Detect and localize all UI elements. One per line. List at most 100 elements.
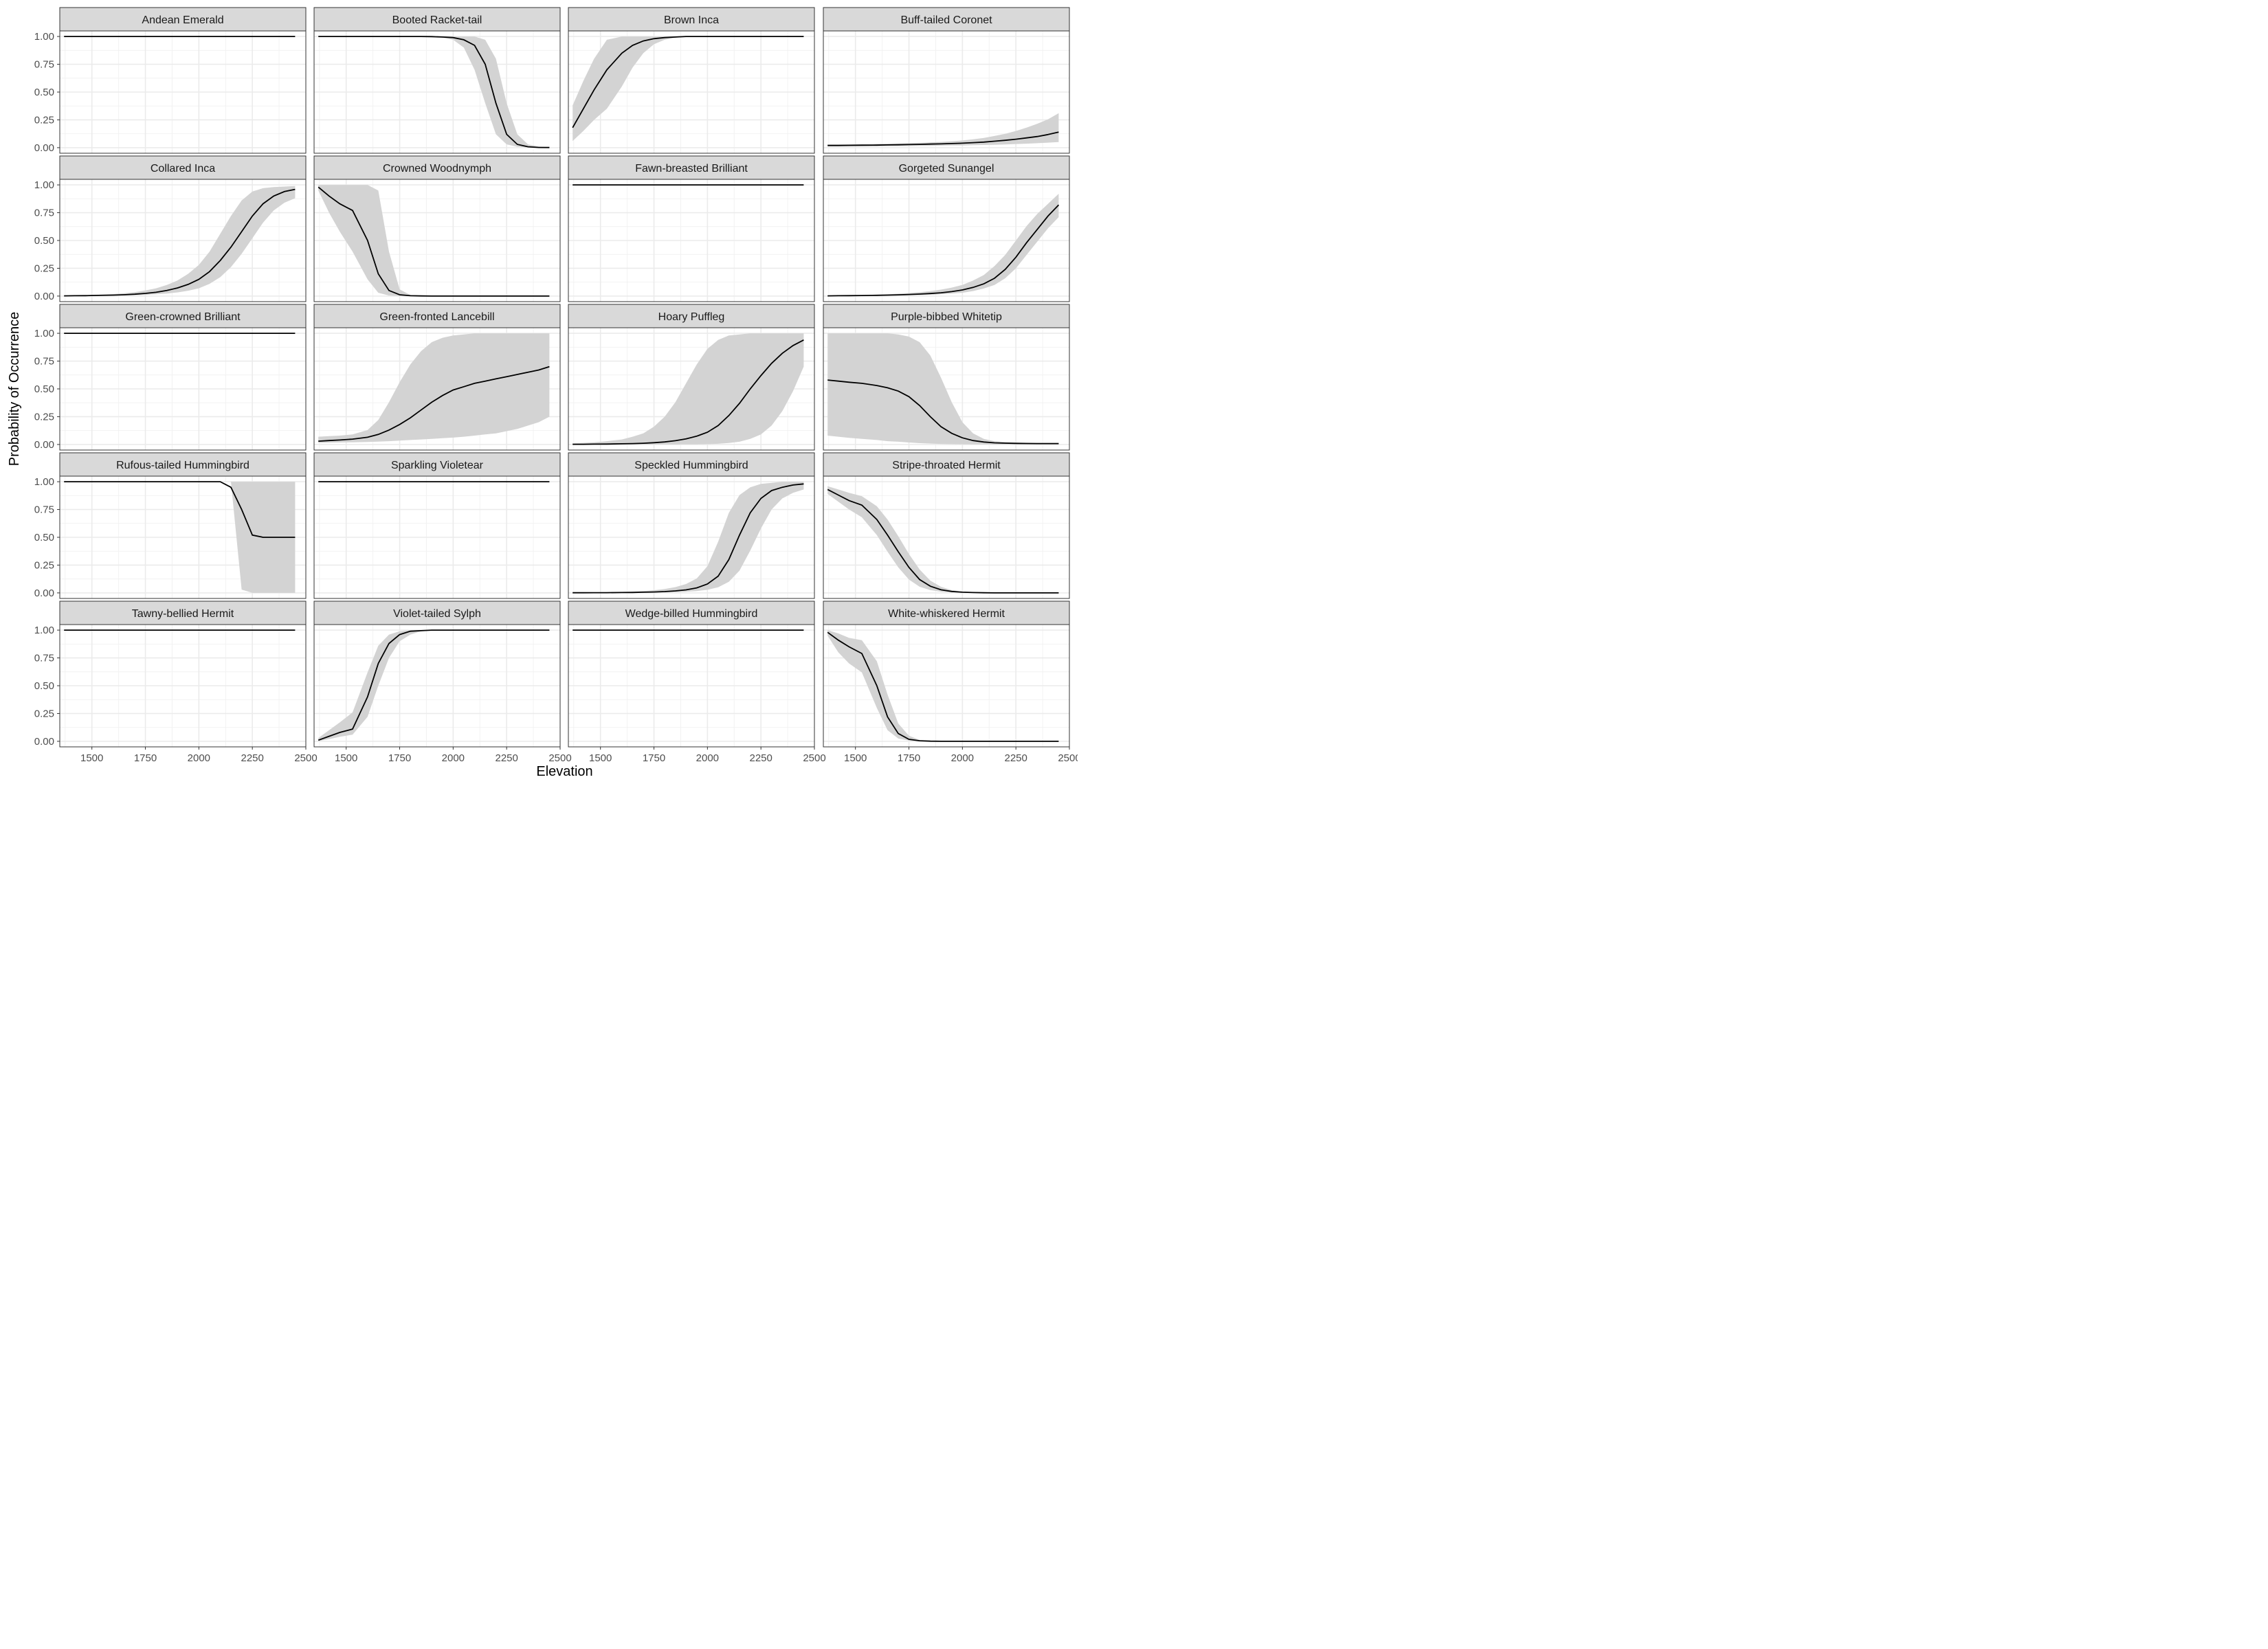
y-tick-label: 0.50 (34, 87, 54, 98)
confidence-ribbon (572, 482, 804, 593)
x-tick-label: 1500 (80, 752, 103, 764)
panel-border (823, 624, 1070, 748)
panel-border (823, 327, 1070, 451)
y-tick-label: 0.75 (34, 59, 54, 71)
facet-strip (823, 304, 1070, 328)
facet-title: Sparkling Violetear (391, 460, 484, 471)
facet-title: Green-crowned Brilliant (125, 311, 241, 323)
facet-strip (59, 7, 307, 32)
facet-title: Wedge-billed Hummingbird (625, 608, 758, 620)
series-line (64, 481, 296, 538)
facet-strip (313, 304, 561, 328)
facet-title: Andean Emerald (142, 14, 223, 26)
confidence-ribbon (318, 36, 550, 148)
confidence-ribbon (827, 194, 1059, 296)
y-tick-label: 0.00 (34, 142, 54, 154)
facet-strip (823, 7, 1070, 32)
panel-border (568, 624, 815, 748)
x-tick-label: 1500 (844, 752, 867, 764)
series-line (827, 379, 1059, 445)
facet-title: White-whiskered Hermit (888, 608, 1005, 620)
facet-title: Speckled Hummingbird (634, 460, 748, 471)
x-tick-label: 1500 (589, 752, 612, 764)
facet-strip (59, 155, 307, 180)
panel-border (568, 30, 815, 154)
panel-border (823, 30, 1070, 154)
x-tick-label: 2500 (294, 752, 317, 764)
facet-title: Tawny-bellied Hermit (132, 608, 234, 620)
facet-title: Buff-tailed Coronet (900, 14, 992, 26)
x-tick-label: 2500 (803, 752, 825, 764)
facet-strip (313, 452, 561, 477)
facet-strip (568, 155, 815, 180)
facet-title: Rufous-tailed Hummingbird (116, 460, 249, 471)
confidence-ribbon (827, 630, 1059, 741)
facet-strip (313, 7, 561, 32)
y-tick-label: 1.00 (34, 179, 54, 191)
y-axis-title: Probability of Occurrence (7, 312, 22, 467)
facet-strip (568, 452, 815, 477)
x-tick-label: 1500 (335, 752, 357, 764)
facet-chart: Andean Emerald 0.00 0.25 0.50 0.75 1.00 Booted… (0, 0, 1078, 785)
x-tick-label: 1750 (643, 752, 665, 764)
series-line (827, 204, 1060, 297)
x-tick-label: 2250 (1004, 752, 1027, 764)
y-tick-label: 0.25 (34, 262, 54, 274)
y-tick-label: 1.00 (34, 31, 54, 43)
panel-border (313, 30, 561, 154)
y-tick-label: 0.25 (34, 114, 54, 126)
confidence-ribbon (318, 630, 550, 741)
facet-title: Purple-bibbed Whitetip (891, 311, 1002, 323)
y-tick-label: 0.00 (34, 587, 54, 599)
facet-title: Crowned Woodnymph (383, 163, 491, 175)
facet-title: Booted Racket-tail (392, 14, 482, 26)
panel-border (568, 179, 815, 302)
x-tick-label: 1750 (134, 752, 157, 764)
y-tick-label: 0.00 (34, 736, 54, 748)
y-tick-label: 0.75 (34, 653, 54, 664)
series-line (572, 36, 804, 128)
x-tick-label: 2250 (241, 752, 263, 764)
y-tick-label: 1.00 (34, 476, 54, 488)
facet-strip (59, 601, 307, 625)
facet-strip (823, 452, 1070, 477)
panel-border (313, 475, 561, 599)
x-axis-title: Elevation (536, 764, 592, 779)
panel-border (568, 475, 815, 599)
facet-strip (823, 601, 1070, 625)
chart-svg: Andean Emerald 0.00 0.25 0.50 0.75 1.00 Booted… (7, 7, 1078, 779)
x-tick-label: 2000 (696, 752, 719, 764)
facet-strip (59, 452, 307, 477)
series-line (64, 188, 296, 297)
confidence-ribbon (64, 482, 296, 593)
x-tick-label: 2000 (442, 752, 465, 764)
panel-border (313, 327, 561, 451)
panel-border (313, 179, 561, 302)
series-line (572, 483, 804, 594)
x-tick-label: 2250 (749, 752, 772, 764)
facet-strip (313, 601, 561, 625)
series-line (827, 489, 1059, 594)
series-line (572, 339, 804, 445)
y-tick-label: 1.00 (34, 625, 54, 636)
series-line (318, 629, 550, 741)
y-tick-label: 0.75 (34, 504, 54, 516)
facet-strip (313, 155, 561, 180)
confidence-ribbon (827, 333, 1059, 445)
panel-border (823, 179, 1070, 302)
y-tick-label: 1.00 (34, 328, 54, 339)
y-tick-label: 0.50 (34, 680, 54, 692)
panel-border (823, 475, 1070, 599)
y-tick-label: 0.75 (34, 207, 54, 219)
confidence-ribbon (827, 486, 1059, 593)
series-line (827, 631, 1059, 742)
confidence-ribbon (827, 113, 1059, 147)
facet-title: Violet-tailed Sylph (393, 608, 481, 620)
facet-title: Fawn-breasted Brilliant (635, 163, 748, 175)
x-tick-label: 1750 (898, 752, 920, 764)
series-line (318, 366, 550, 442)
facet-title: Gorgeted Sunangel (899, 163, 994, 175)
confidence-ribbon (318, 333, 550, 443)
facet-strip (59, 304, 307, 328)
y-tick-label: 0.25 (34, 708, 54, 719)
